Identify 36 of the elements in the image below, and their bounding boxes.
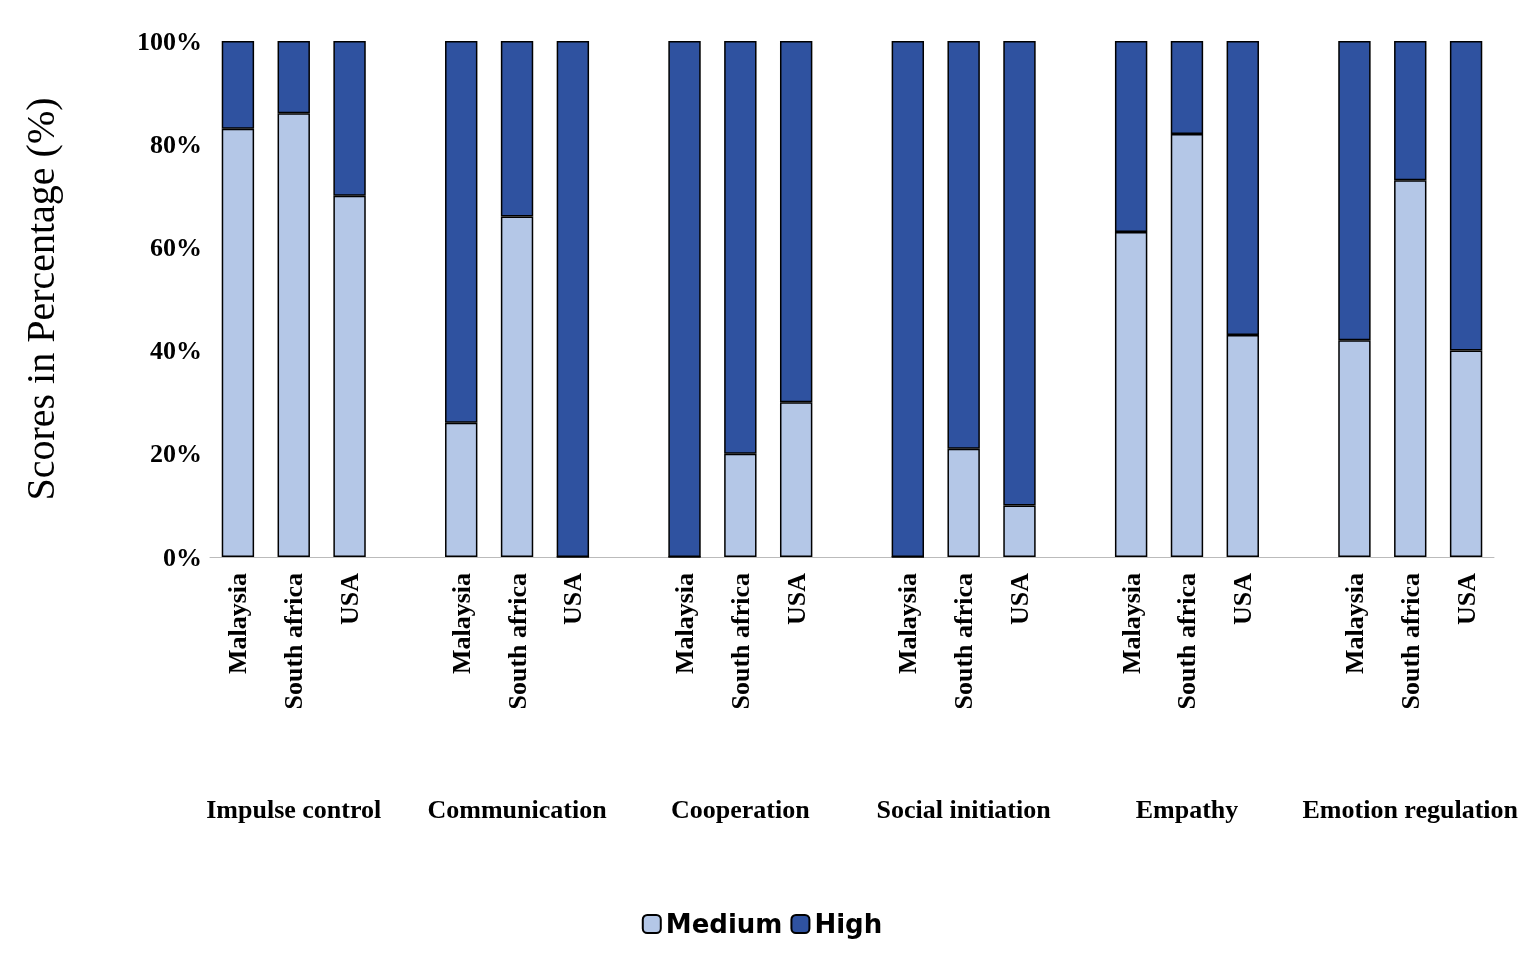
y-axis-title: Scores in Percentage (%) xyxy=(17,97,63,501)
x-tick-label: USA xyxy=(1228,572,1258,626)
y-tick-label: 100% xyxy=(137,26,202,56)
y-tick-label: 0% xyxy=(163,542,202,572)
text: Empathy xyxy=(1135,794,1239,824)
x-tick-label: Malaysia xyxy=(223,573,253,675)
text: Impulse control xyxy=(206,794,382,824)
x-tick-label: Malaysia xyxy=(670,573,700,675)
x-tick-label: South africa xyxy=(279,573,309,710)
x-tick-label: Malaysia xyxy=(893,573,923,675)
text: Cooperation xyxy=(671,794,811,824)
x-tick-label: South africa xyxy=(1395,573,1425,710)
x-tick-label: South africa xyxy=(725,573,755,710)
x-tick-label: South africa xyxy=(949,573,979,710)
text: Social initiation xyxy=(876,794,1052,824)
bar xyxy=(891,41,925,557)
x-tick-label: USA xyxy=(781,572,811,626)
x-tick-label: USA xyxy=(1004,572,1034,626)
y-tick-label: 60% xyxy=(150,232,202,262)
y-tick-label: 80% xyxy=(150,129,202,159)
y-tick-label: 20% xyxy=(150,439,202,469)
legend-label: Medium xyxy=(665,909,783,939)
y-tick-label: 40% xyxy=(150,336,202,366)
text: Communication xyxy=(427,794,608,824)
x-tick-label: South africa xyxy=(1172,573,1202,710)
x-tick-label: Malaysia xyxy=(1339,573,1369,675)
x-tick-label: Malaysia xyxy=(1116,573,1146,675)
bar xyxy=(556,41,590,557)
x-tick-label: South africa xyxy=(502,573,532,710)
legend-label: High xyxy=(814,909,883,939)
x-tick-label: USA xyxy=(558,572,588,626)
bar xyxy=(668,41,701,557)
text: Emotion regulation xyxy=(1302,794,1519,824)
x-tick-label: USA xyxy=(1451,572,1481,626)
x-tick-label: USA xyxy=(335,572,365,626)
x-tick-label: Malaysia xyxy=(446,573,476,675)
